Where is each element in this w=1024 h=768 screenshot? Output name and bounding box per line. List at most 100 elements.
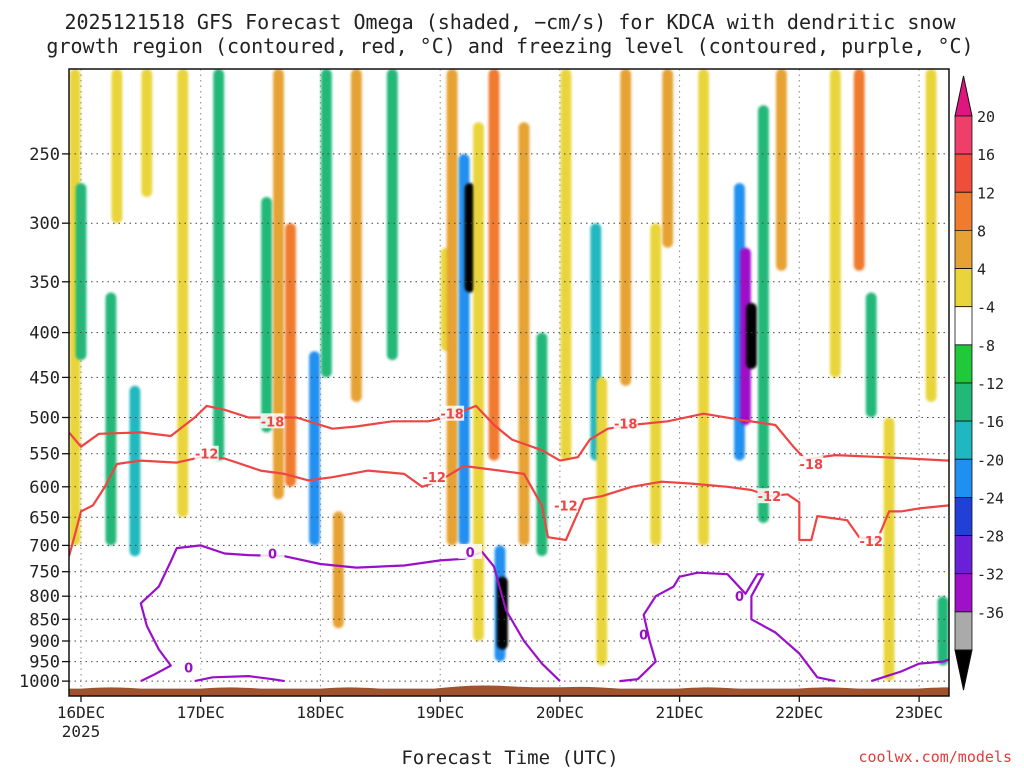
dgz-contour-label: -12 xyxy=(758,490,782,505)
colorbar-bin xyxy=(954,306,973,346)
plot-frame xyxy=(68,68,950,697)
colorbar-tick-label: -8 xyxy=(977,337,995,355)
y-tick-label: 400 xyxy=(29,324,60,344)
x-tick-sublabel: 2025 xyxy=(62,722,101,741)
chart-title-line1: 2025121518 GFS Forecast Omega (shaded, −… xyxy=(64,10,956,34)
y-tick-label: 550 xyxy=(29,445,60,465)
omega-shading xyxy=(69,69,949,682)
colorbar-bin xyxy=(954,191,973,231)
colorbar-top-arrow xyxy=(954,75,973,117)
colorbar-bin xyxy=(954,229,973,269)
colorbar-tick-label: -32 xyxy=(977,566,1004,584)
dgz-contour-label-bg xyxy=(757,488,782,504)
credit-link[interactable]: coolwx.com/models xyxy=(858,748,1012,766)
colorbar-bin xyxy=(954,344,973,384)
colorbar-tick-label: -12 xyxy=(977,375,1004,393)
dgz-contour-label: -18 xyxy=(261,415,285,430)
colorbar-bin xyxy=(954,382,973,422)
y-axis-ticks: 2503003504004505005506006507007508008509… xyxy=(19,145,69,692)
y-tick-label: 950 xyxy=(29,653,60,673)
freezing-contour-line xyxy=(619,571,836,683)
omega-streak xyxy=(518,122,530,546)
dgz-contour-line xyxy=(69,404,949,462)
colorbar: 20 16 12 8 4 -4 -8 -12 -16 -20 -24 -28 -32 -36 xyxy=(954,75,1004,691)
colorbar-bottom-arrow xyxy=(954,649,973,691)
omega-streak xyxy=(776,69,787,271)
colorbar-bin xyxy=(954,153,973,193)
dgz-contour-label: -18 xyxy=(800,458,824,473)
omega-streak xyxy=(560,69,572,461)
omega-streak xyxy=(925,69,937,402)
x-tick-label: 22DEC xyxy=(775,703,823,722)
x-tick-label: 17DEC xyxy=(177,703,225,722)
freezing-contour-label-bg xyxy=(260,545,285,561)
omega-streak xyxy=(596,377,608,666)
y-tick-label: 600 xyxy=(29,478,60,498)
omega-streak xyxy=(497,576,508,650)
y-tick-label: 700 xyxy=(29,536,60,556)
omega-streak xyxy=(662,69,674,248)
freezing-contour-label: 0 xyxy=(466,546,475,561)
freezing-contour-label: 0 xyxy=(639,629,648,644)
x-tick-label: 18DEC xyxy=(296,703,344,722)
dgz-contour-label: -12 xyxy=(554,499,578,514)
y-tick-label: 350 xyxy=(29,273,60,293)
dgz-contour-label-bg xyxy=(799,456,824,471)
colorbar-tick-label: 8 xyxy=(977,222,986,240)
omega-streak xyxy=(650,223,662,546)
colorbar-tick-label: 12 xyxy=(977,184,995,202)
colorbar-tick-label: -28 xyxy=(977,528,1004,546)
omega-streak xyxy=(111,69,123,224)
colorbar-bin xyxy=(954,496,973,536)
omega-streak xyxy=(351,69,362,402)
dgz-contour-label-bg xyxy=(859,533,884,549)
dgz-contour-label-bg xyxy=(440,405,465,421)
omega-streak xyxy=(261,197,272,433)
x-axis-label: Forecast Time (UTC) xyxy=(401,747,618,768)
colorbar-tick-label: -24 xyxy=(977,489,1004,507)
dgz-contour-label: -18 xyxy=(440,408,464,423)
omega-streak xyxy=(698,69,709,546)
y-tick-label: 250 xyxy=(29,145,60,165)
grid-lines xyxy=(69,69,949,696)
colorbar-bin xyxy=(954,268,973,308)
y-tick-label: 300 xyxy=(29,214,60,234)
terrain-fill xyxy=(69,685,949,696)
colorbar-tick-label: 4 xyxy=(977,261,986,279)
omega-streak xyxy=(321,69,332,378)
omega-streak xyxy=(386,69,398,361)
colorbar-bin xyxy=(954,611,973,651)
x-tick-label: 23DEC xyxy=(895,703,943,722)
y-tick-label: 1000 xyxy=(19,672,60,692)
colorbar-bin xyxy=(954,115,973,155)
omega-streak xyxy=(829,69,841,378)
dgz-contour-line xyxy=(69,456,949,557)
colorbar-bin xyxy=(954,535,973,575)
omega-streak xyxy=(105,292,117,546)
omega-streak xyxy=(937,596,949,666)
y-tick-label: 750 xyxy=(29,563,60,583)
omega-streak xyxy=(473,122,484,642)
x-tick-label: 20DEC xyxy=(536,703,584,722)
omega-streak xyxy=(309,351,320,546)
omega-streak xyxy=(273,69,284,500)
contours: -18 -18 -18 -18 -12 -12 -12 -12 -12 0 0 0 0 0 xyxy=(69,404,949,683)
colorbar-bin xyxy=(954,420,973,460)
omega-streak xyxy=(464,183,476,293)
y-tick-label: 650 xyxy=(29,508,60,528)
omega-streak xyxy=(853,69,865,271)
colorbar-tick-label: 16 xyxy=(977,146,995,164)
dgz-contour-label-bg xyxy=(422,469,447,485)
dgz-contour-label-bg xyxy=(553,497,578,513)
omega-streak xyxy=(746,303,757,369)
freezing-contour-label: 0 xyxy=(268,548,277,563)
freezing-contour-line xyxy=(870,658,949,683)
freezing-contour-label-bg xyxy=(176,659,201,675)
dgz-contour-label: -12 xyxy=(859,535,883,550)
colorbar-tick-label: -16 xyxy=(977,413,1004,431)
colorbar-bin xyxy=(954,458,973,498)
omega-streak xyxy=(129,385,141,557)
x-tick-label: 19DEC xyxy=(416,703,464,722)
